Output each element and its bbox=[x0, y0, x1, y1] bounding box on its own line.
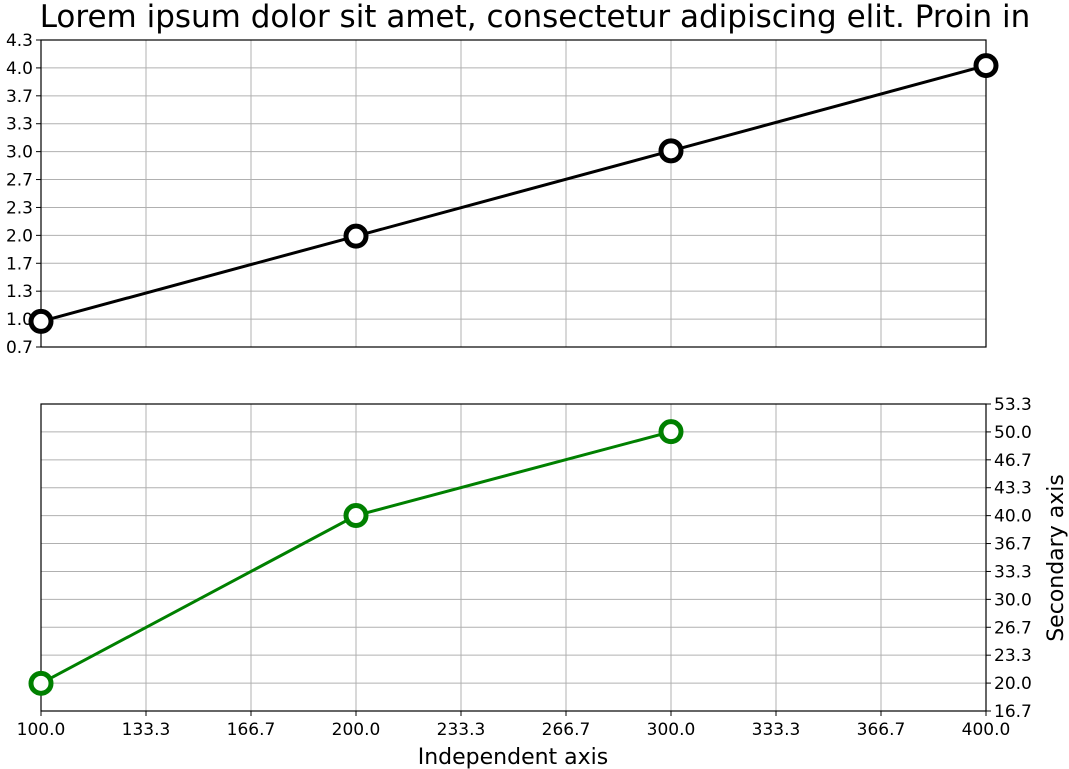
data-point-marker bbox=[28, 670, 54, 696]
secondary-y-tick-label: 26.7 bbox=[994, 618, 1032, 638]
plot-frame bbox=[40, 403, 987, 712]
y-tick-label: 4.0 bbox=[6, 59, 33, 79]
y-tick-label: 3.0 bbox=[6, 143, 33, 163]
secondary-y-tick-label: 30.0 bbox=[994, 590, 1032, 610]
y-tick-label: 0.7 bbox=[6, 338, 33, 358]
y-tick-label: 2.3 bbox=[6, 198, 33, 218]
secondary-y-tick-label: 53.3 bbox=[994, 395, 1032, 415]
y-tick-label: 3.3 bbox=[6, 115, 33, 135]
x-tick-label: 366.7 bbox=[857, 720, 906, 740]
x-tick-label: 100.0 bbox=[17, 720, 66, 740]
secondary-y-tick-label: 23.3 bbox=[994, 646, 1032, 666]
secondary-y-tick-label: 20.0 bbox=[994, 674, 1032, 694]
x-tick-label: 166.7 bbox=[227, 720, 276, 740]
y-tick-label: 1.0 bbox=[6, 310, 33, 330]
bottom-plot-panel: 16.7 20.0 23.3 26.7 30.0 33.3 36.7 40.0 43.3 46.7… bbox=[17, 395, 1032, 740]
y-tick-label: 1.7 bbox=[6, 254, 33, 274]
x-tick-label: 233.3 bbox=[437, 720, 486, 740]
x-axis-label: Independent axis bbox=[418, 745, 609, 769]
secondary-y-tick-label: 33.3 bbox=[994, 562, 1032, 582]
y-tick-label: 4.3 bbox=[6, 31, 33, 51]
data-point-marker bbox=[343, 223, 369, 249]
y-tick-label: 2.7 bbox=[6, 171, 33, 191]
secondary-y-tick-label: 36.7 bbox=[994, 535, 1032, 555]
secondary-y-tick-label: 16.7 bbox=[994, 702, 1032, 722]
secondary-y-axis-label: Secondary axis bbox=[1044, 474, 1069, 642]
secondary-y-tick-label: 46.7 bbox=[994, 451, 1032, 471]
y-tick-label: 2.0 bbox=[6, 226, 33, 246]
chart-title: Lorem ipsum dolor sit amet, consectetur … bbox=[40, 0, 1031, 35]
data-point-marker bbox=[28, 308, 54, 334]
secondary-y-tick-label: 40.0 bbox=[994, 507, 1032, 527]
x-tick-label: 266.7 bbox=[542, 720, 591, 740]
x-tick-label: 133.3 bbox=[122, 720, 171, 740]
data-point-marker bbox=[658, 138, 684, 164]
plot-frame bbox=[40, 39, 987, 348]
top-plot-panel: 0.7 1.0 1.3 1.7 2.0 2.3 2.7 3.0 3.3 3.7 4.0 4.3 bbox=[6, 31, 999, 358]
series-line bbox=[40, 64, 987, 323]
data-point-marker bbox=[658, 419, 684, 445]
data-point-marker bbox=[343, 503, 369, 529]
secondary-y-tick-label: 43.3 bbox=[994, 479, 1032, 499]
y-tick-label: 3.7 bbox=[6, 87, 33, 107]
x-tick-label: 400.0 bbox=[962, 720, 1011, 740]
x-tick-label: 333.3 bbox=[752, 720, 801, 740]
y-tick-label: 1.3 bbox=[6, 282, 33, 302]
x-tick-label: 300.0 bbox=[647, 720, 696, 740]
data-point-marker bbox=[973, 53, 999, 79]
secondary-y-tick-label: 50.0 bbox=[994, 423, 1032, 443]
x-tick-label: 200.0 bbox=[332, 720, 381, 740]
